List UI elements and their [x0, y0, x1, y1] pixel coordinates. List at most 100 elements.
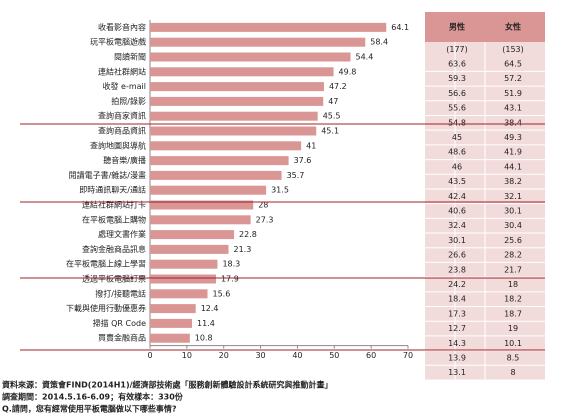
x-tick-label: 60 — [366, 351, 376, 360]
bar — [150, 22, 387, 32]
value-label: 21.3 — [234, 245, 252, 254]
value-label: 47 — [328, 97, 338, 106]
y-tick-label: 下載與使用行動優惠券 — [66, 303, 146, 313]
value-label: 31.5 — [271, 186, 289, 195]
table-cell: 14.3 — [448, 339, 466, 348]
note: Q.請問，您有經常使用平板電腦做以下哪些事情? — [2, 404, 177, 414]
value-label: 11.4 — [197, 319, 215, 328]
x-tick-label: 40 — [292, 351, 302, 360]
x-tick-label: 20 — [219, 351, 229, 360]
value-label: 47.2 — [329, 82, 347, 91]
table-cell: 43.5 — [448, 177, 466, 186]
value-label: 45.5 — [323, 112, 341, 121]
value-label: 22.8 — [239, 230, 257, 239]
table-cell: 38.4 — [504, 118, 522, 127]
value-label: 18.3 — [222, 260, 240, 269]
table-cell: 17.3 — [448, 309, 466, 318]
table-cell: 30.1 — [448, 236, 466, 245]
table-cell: 18.7 — [504, 309, 522, 318]
table-cell: 30.1 — [504, 207, 522, 216]
table-cell: 24.2 — [448, 280, 466, 289]
bar — [150, 126, 317, 136]
table-cell: 59.3 — [448, 74, 466, 83]
y-tick-label: 拍照/錄影 — [111, 96, 146, 106]
bar — [150, 304, 196, 314]
bar — [150, 141, 302, 151]
bar — [150, 200, 254, 210]
table-cell: 21.7 — [504, 265, 522, 274]
bar — [150, 67, 334, 77]
y-tick-label: 收發 e-mail — [103, 81, 147, 91]
y-tick-label: 閱讀電子書/雜誌/漫畫 — [69, 170, 146, 180]
bar — [150, 170, 282, 180]
table-cell: 49.3 — [504, 133, 522, 142]
table-cell: 28.2 — [504, 251, 522, 260]
y-tick-label: 買賣金融商品 — [98, 333, 146, 343]
bar — [150, 37, 366, 47]
bar — [150, 156, 289, 166]
y-tick-label: 收看影音內容 — [98, 22, 146, 32]
table-sample: (153) — [502, 45, 524, 54]
table-cell: 13.1 — [448, 368, 466, 377]
table-cell: 18 — [508, 280, 518, 289]
y-tick-label: 查詢商家資訊 — [98, 111, 146, 121]
bar — [150, 333, 190, 343]
table-cell: 45 — [452, 133, 462, 142]
bar — [150, 111, 318, 121]
table-cell: 56.6 — [448, 89, 466, 98]
table-header: 男性 — [449, 22, 465, 32]
y-tick-label: 即時通訊聊天/通話 — [79, 185, 146, 195]
y-tick-label: 連結社群網站打卡 — [82, 200, 146, 210]
table-cell: 30.4 — [504, 221, 522, 230]
table-cell: 57.2 — [504, 74, 522, 83]
y-tick-label: 撥打/接聽電話 — [95, 288, 146, 298]
x-tick-label: 50 — [329, 351, 339, 360]
value-label: 17.9 — [221, 275, 239, 284]
table-cell: 8.5 — [507, 353, 520, 362]
table-cell: 44.1 — [504, 162, 522, 171]
table-header: 女性 — [505, 22, 521, 32]
value-label: 41 — [306, 141, 316, 150]
y-tick-label: 掃描 QR Code — [93, 318, 146, 328]
table-cell: 51.9 — [504, 89, 522, 98]
table-cell: 63.6 — [448, 60, 466, 69]
value-label: 58.4 — [370, 38, 388, 47]
value-label: 54.4 — [356, 53, 374, 62]
table-cell: 10.1 — [504, 339, 522, 348]
y-tick-label: 閱讀新聞 — [114, 52, 146, 62]
value-label: 37.6 — [294, 156, 312, 165]
bar — [150, 274, 216, 284]
table-cell: 41.9 — [504, 148, 522, 157]
value-label: 35.7 — [287, 171, 305, 180]
table-cell: 23.8 — [448, 265, 466, 274]
y-tick-label: 查詢金融商品訊息 — [82, 244, 146, 254]
bar — [150, 289, 208, 299]
x-tick-label: 70 — [403, 351, 413, 360]
table-header-background — [425, 12, 545, 42]
bar — [150, 318, 193, 328]
table-cell: 13.9 — [448, 353, 466, 362]
bar — [150, 82, 324, 92]
y-tick-label: 聽音樂/廣播 — [103, 155, 146, 165]
table-cell: 18.4 — [448, 295, 466, 304]
note: 資料來源：資策會FIND(2014H1)/經濟部技術處「服務創新體驗設計系統研究… — [2, 380, 333, 390]
bar — [150, 52, 351, 62]
table-cell: 46 — [452, 162, 462, 171]
table-cell: 64.5 — [504, 60, 522, 69]
table-cell: 40.6 — [448, 207, 466, 216]
y-tick-label: 在平板電腦上線上學習 — [66, 259, 146, 269]
bar — [150, 244, 229, 254]
y-tick-label: 玩平板電腦遊戲 — [90, 37, 146, 47]
table-cell: 19 — [508, 324, 518, 333]
value-label: 28 — [258, 201, 268, 210]
x-tick-label: 30 — [255, 351, 265, 360]
x-tick-label: 0 — [147, 351, 152, 360]
y-tick-label: 在平板電腦上購物 — [82, 214, 146, 224]
table-sample: (177) — [446, 45, 468, 54]
table-cell: 43.1 — [504, 104, 522, 113]
value-label: 64.1 — [391, 23, 409, 32]
table-cell: 32.4 — [448, 221, 466, 230]
x-tick-label: 10 — [182, 351, 192, 360]
table-cell: 48.6 — [448, 148, 466, 157]
